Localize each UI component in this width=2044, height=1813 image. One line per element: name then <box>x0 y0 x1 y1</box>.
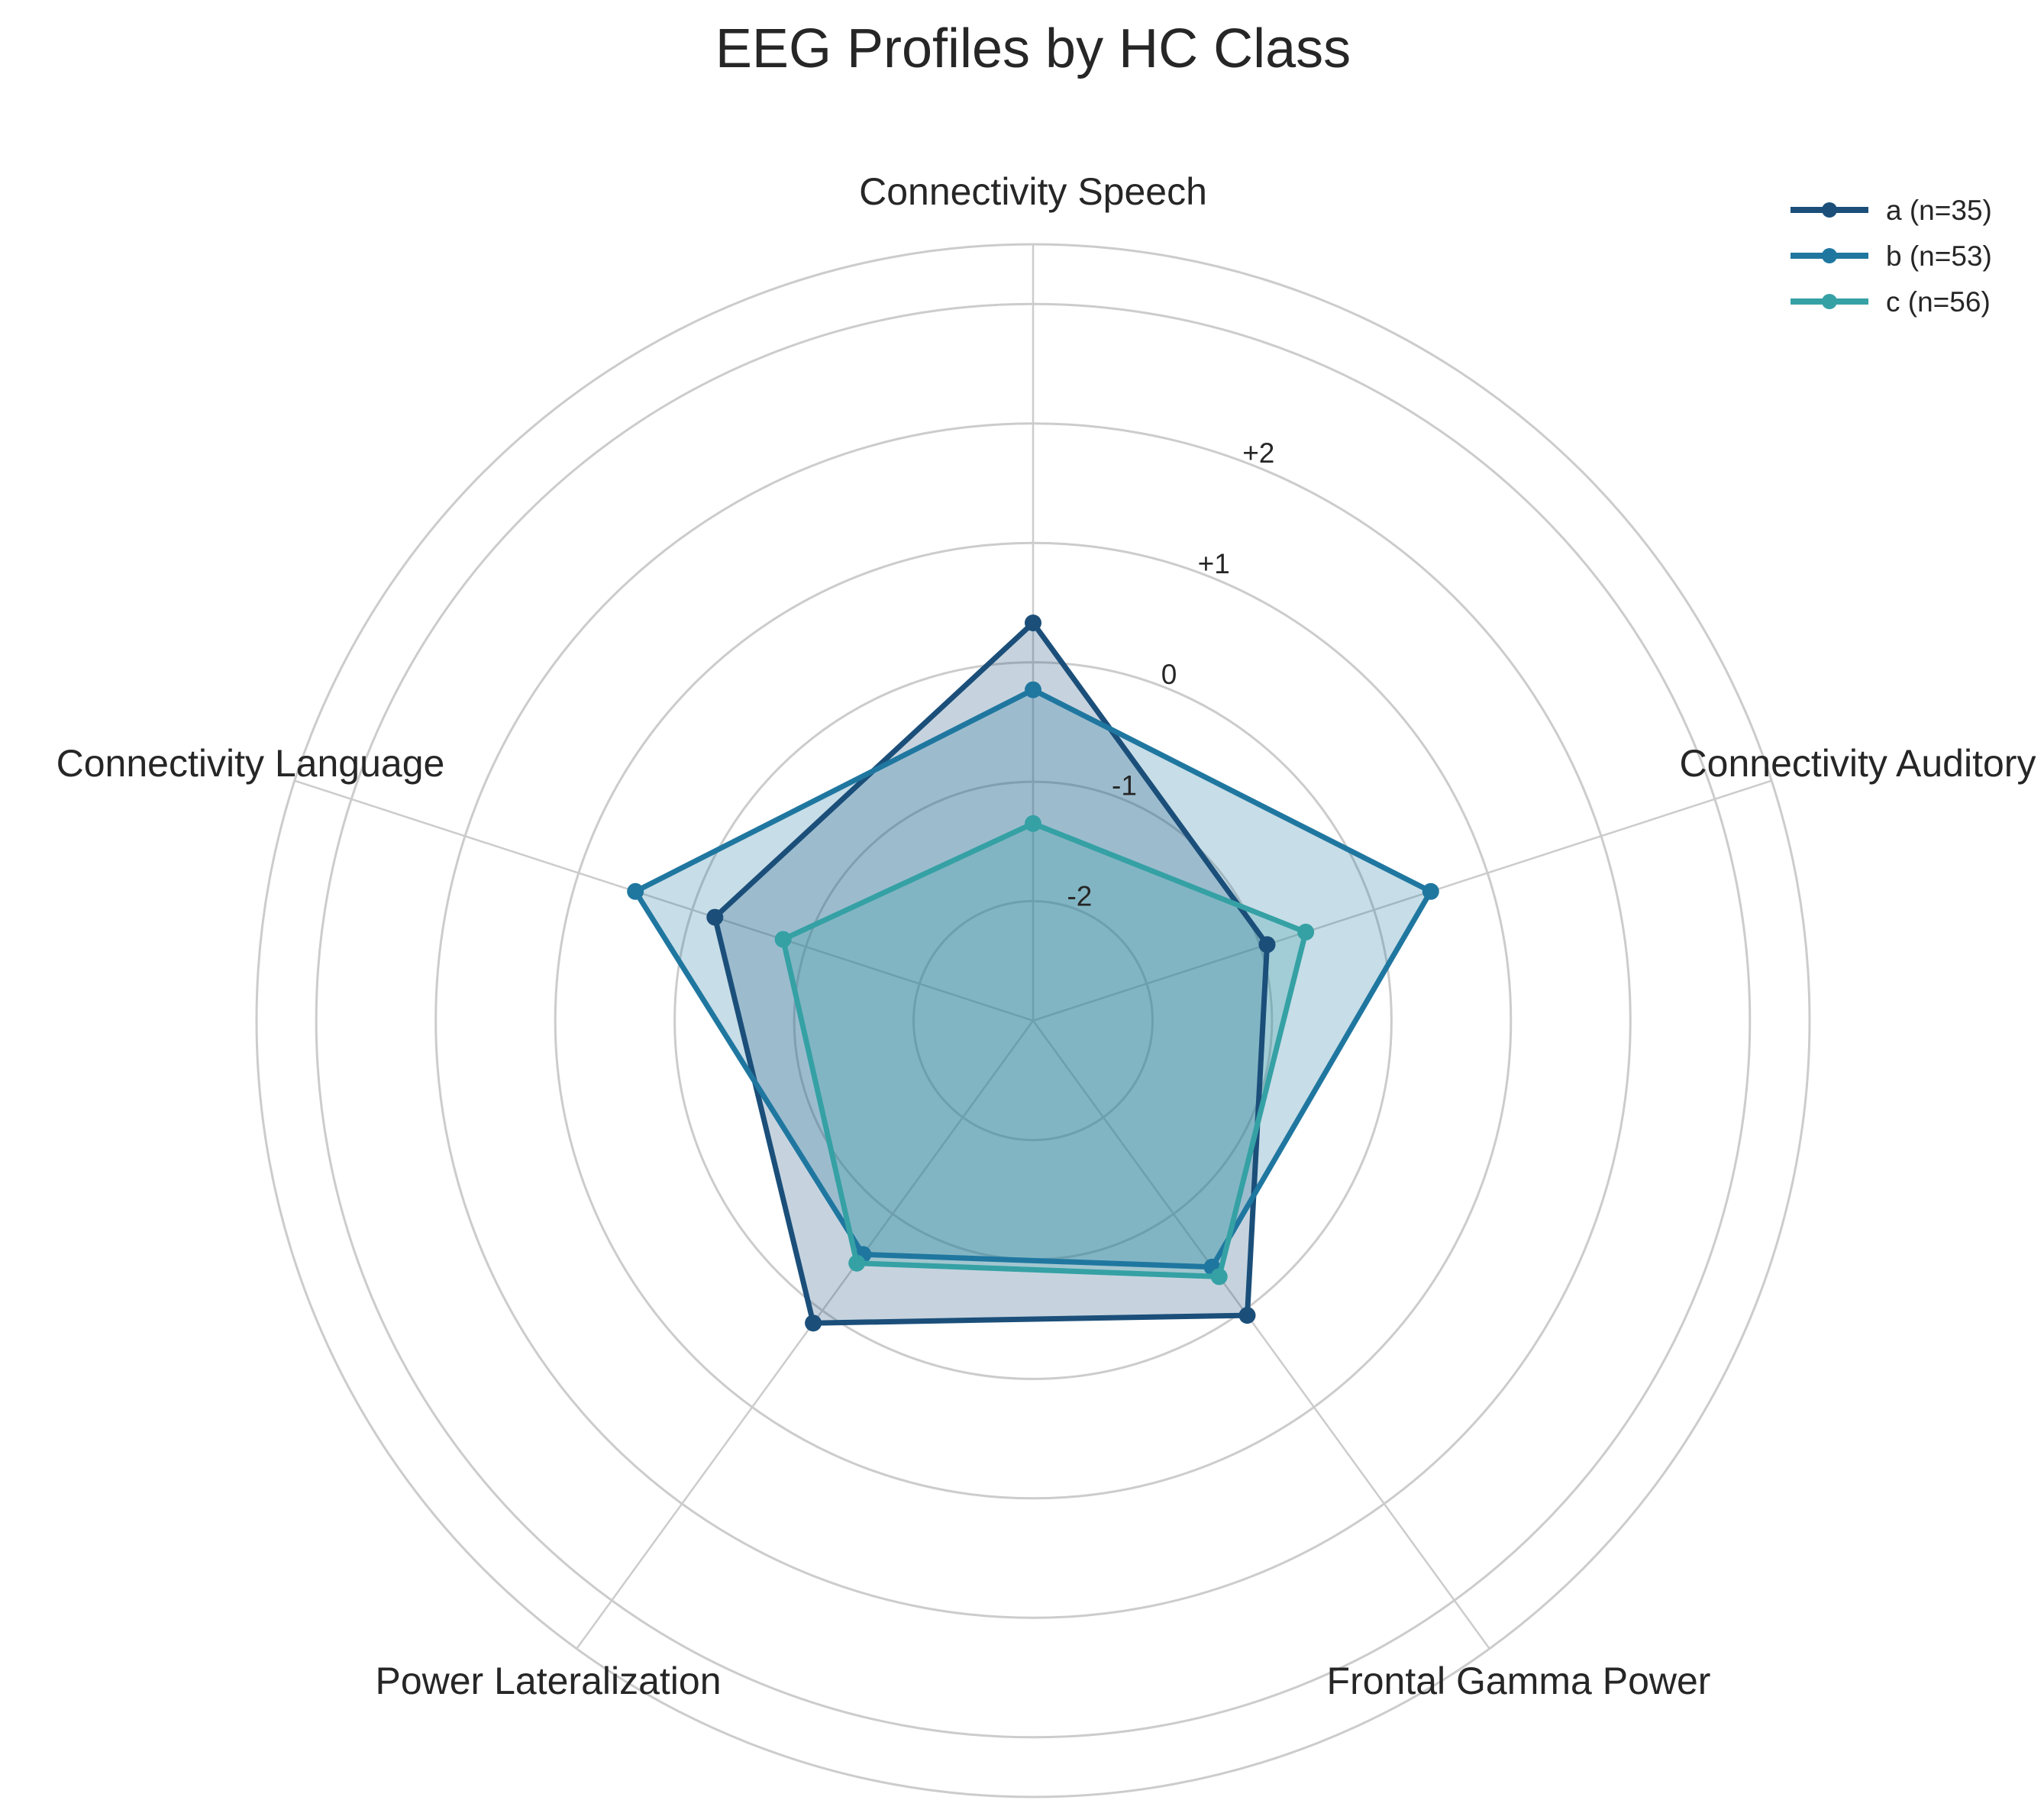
series-line <box>712 620 1270 1326</box>
radial-tick-label: -2 <box>1067 880 1092 911</box>
series-area <box>715 623 1267 1324</box>
series-area <box>783 823 1306 1277</box>
series-point <box>848 1254 866 1272</box>
grid-spoke <box>294 779 1034 1022</box>
series-point <box>706 908 724 926</box>
legend-label: b (n=53) <box>1886 240 1992 272</box>
series-line <box>780 821 1309 1279</box>
series-point <box>805 1315 822 1332</box>
legend-label: a (n=35) <box>1886 195 1992 226</box>
grid-spoke <box>1032 1020 1490 1650</box>
series-point <box>627 882 644 900</box>
series-point <box>1025 681 1041 698</box>
chart-title: EEG Profiles by HC Class <box>715 18 1351 79</box>
grid-spoke <box>1032 779 1772 1022</box>
axis-labels: -2 -1 0 +1 +2 Connectivity Speech Connectivity… <box>57 170 2036 1702</box>
series-point <box>1210 1268 1228 1286</box>
series-point <box>1025 615 1041 631</box>
grid-spoke <box>576 1020 1035 1650</box>
radial-tick-label: +2 <box>1242 437 1274 469</box>
legend-marker <box>1822 202 1837 218</box>
series-group <box>627 615 1439 1332</box>
radar-grid <box>255 243 1811 1798</box>
axis-label: Connectivity Auditory <box>1680 742 2036 785</box>
axis-label: Power Lateralization <box>375 1660 721 1702</box>
legend: a (n=35) b (n=53) c (n=56) <box>1791 195 1992 318</box>
series-point <box>774 931 792 948</box>
series-point <box>1238 1307 1256 1324</box>
legend-marker <box>1822 294 1837 309</box>
axis-label: Connectivity Speech <box>859 170 1207 213</box>
series-point <box>1025 815 1041 832</box>
series-area <box>635 689 1431 1267</box>
radial-tick-label: +1 <box>1198 548 1230 579</box>
axis-label: Frontal Gamma Power <box>1327 1660 1711 1702</box>
radial-tick-label: -1 <box>1112 769 1137 801</box>
axis-label: Connectivity Language <box>57 742 445 785</box>
legend-label: c (n=56) <box>1886 286 1991 318</box>
series-point <box>1297 924 1315 940</box>
series-point <box>1422 882 1439 900</box>
radial-tick-label: 0 <box>1161 659 1177 690</box>
series-point <box>1258 936 1276 953</box>
series-line <box>632 687 1434 1270</box>
legend-marker <box>1822 248 1837 263</box>
